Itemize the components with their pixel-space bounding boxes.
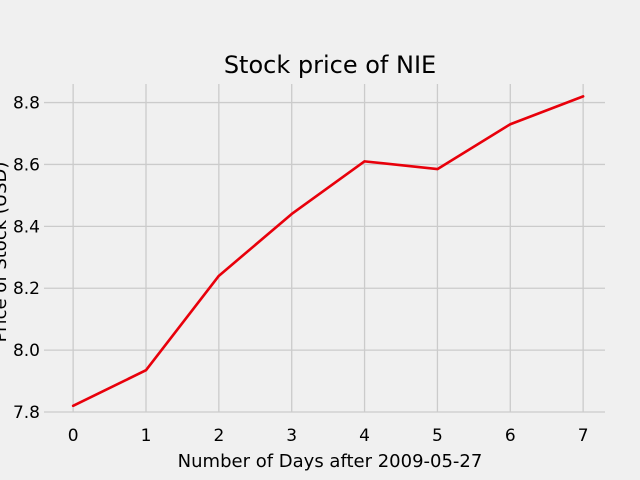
x-axis-label: Number of Days after 2009-05-27 (178, 451, 483, 472)
y-tick-label: 8.2 (13, 279, 40, 299)
x-axis-ticks: 0 1 2 3 4 5 6 7 (68, 426, 589, 446)
x-tick-label: 4 (359, 426, 370, 446)
y-tick-label: 7.8 (13, 403, 40, 423)
y-tick-label: 8.6 (13, 155, 40, 175)
x-tick-label: 0 (68, 426, 79, 446)
x-tick-label: 1 (141, 426, 152, 446)
series-line (71, 95, 585, 408)
x-tick-label: 3 (286, 426, 297, 446)
y-axis-ticks: 7.8 8.0 8.2 8.4 8.6 8.8 (13, 94, 40, 423)
series-layer (71, 95, 585, 408)
x-tick-label: 2 (213, 426, 224, 446)
y-tick-label: 8.8 (13, 94, 40, 114)
y-tick-label: 8.4 (13, 217, 40, 237)
grid (44, 84, 605, 413)
x-tick-label: 6 (505, 426, 516, 446)
y-tick-label: 8.0 (13, 341, 40, 361)
chart-title: Stock price of NIE (224, 51, 436, 79)
y-axis-label: Price of Stock (USD) (0, 162, 11, 343)
x-tick-label: 7 (578, 426, 589, 446)
x-tick-label: 5 (432, 426, 443, 446)
